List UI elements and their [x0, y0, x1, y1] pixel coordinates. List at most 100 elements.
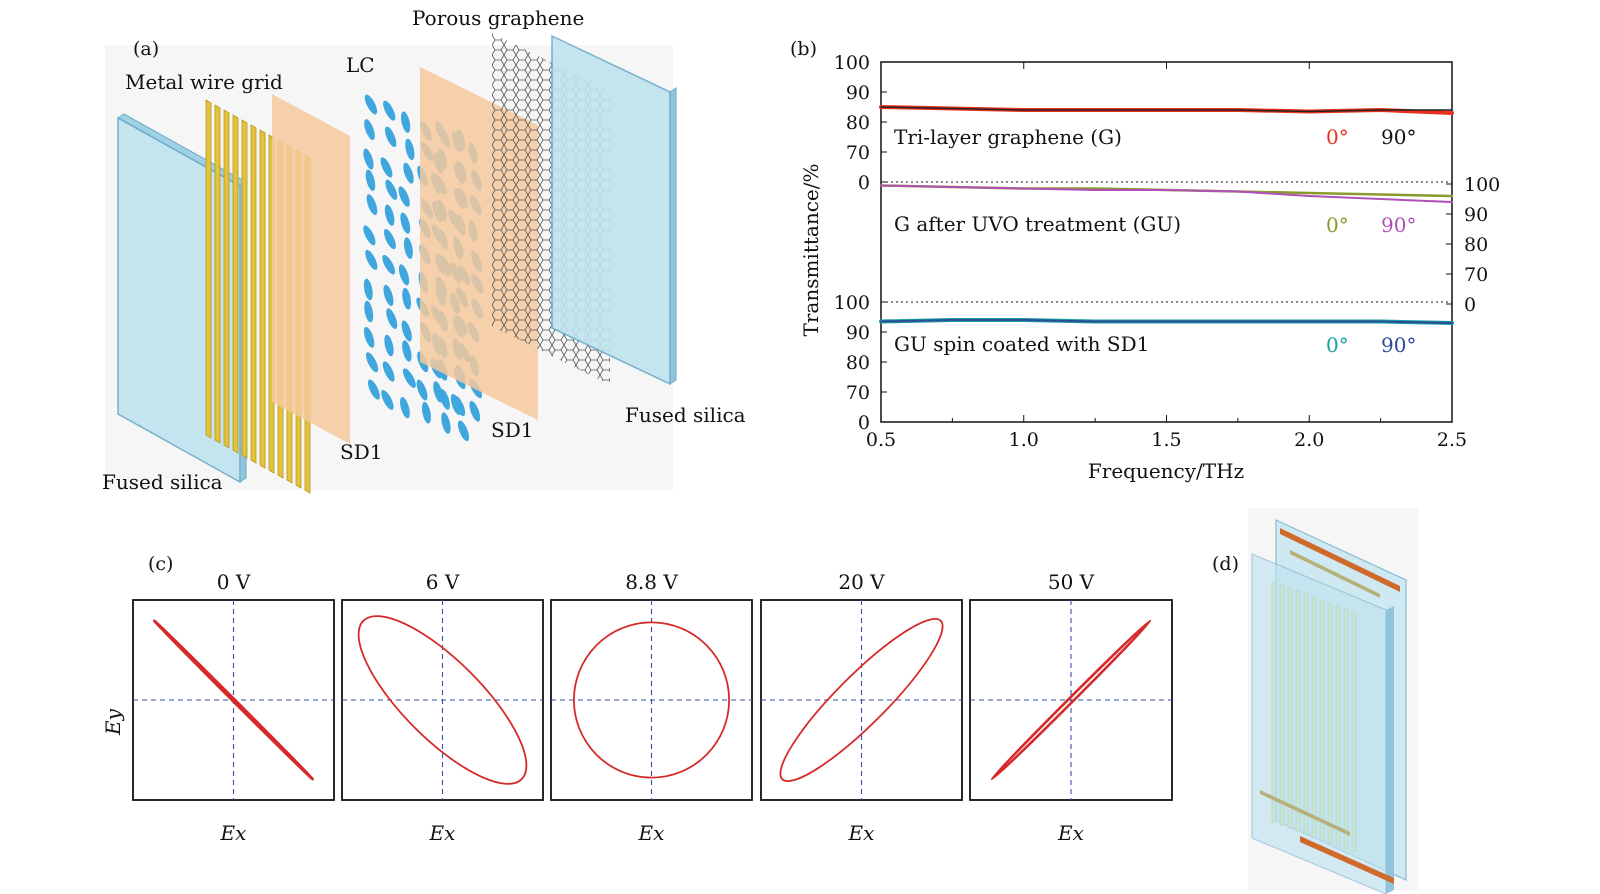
lc-molecule	[363, 148, 374, 170]
series-line-2-1	[880, 319, 1453, 324]
polarization-ellipse	[990, 619, 1152, 781]
ex-axis-label: Ex	[1057, 821, 1084, 845]
lc-molecule	[421, 401, 431, 424]
y-tick-label-bottom: 0	[858, 412, 870, 434]
fused-silica-right-label: Fused silica	[625, 403, 746, 427]
y-tick-label-bottom: 100	[834, 292, 870, 314]
panel-b-series	[879, 105, 1454, 325]
y-tick-label-bottom: 80	[846, 352, 870, 374]
x-tick-label: 1.5	[1151, 429, 1181, 451]
lc-molecule	[381, 390, 394, 410]
polarization-plots: 0 V Ex 6 V Ex 8.8 V Ex 20 V Ex 50 V Ex	[132, 570, 1173, 845]
group-gu-label: G after UVO treatment (GU)	[894, 212, 1181, 236]
voltage-label: 8.8 V	[625, 570, 678, 594]
lc-molecule	[363, 225, 376, 246]
panel-d: (d)	[1212, 508, 1418, 894]
lc-molecule	[400, 212, 411, 234]
polarization-ellipse	[779, 618, 944, 782]
x-tick-label: 0.5	[866, 429, 896, 451]
lc-molecule	[402, 340, 412, 362]
lc-molecule	[401, 320, 412, 342]
panel-b-plot-frame	[880, 61, 1453, 423]
y-axis-label: Transmittance/%	[799, 164, 823, 337]
panel-c-label: (c)	[148, 553, 173, 575]
lc-molecule	[450, 393, 462, 415]
lc-molecule	[363, 326, 375, 348]
series-line-1-1	[880, 184, 1453, 203]
legend-g-0deg: 0°	[1326, 125, 1349, 149]
lc-label: LC	[346, 53, 375, 77]
ey-axis-label: Ey	[101, 708, 125, 736]
y-tick-label-top: 90	[846, 82, 870, 104]
sd1-left-plate	[272, 94, 350, 444]
lc-molecule	[469, 400, 481, 422]
polarization-ellipse	[573, 621, 731, 779]
lc-molecule	[363, 278, 373, 301]
lc-molecule	[384, 126, 397, 148]
panel-b-ticks: 0.5 1.0 1.5 2.0 2.5 100 90 80 70 0 100 90 80 70 0 100 90…	[834, 52, 1501, 451]
ex-axis-label: Ex	[848, 821, 875, 845]
lc-molecule	[384, 334, 394, 357]
y-tick-label-right: 100	[1464, 174, 1500, 196]
legend-gu-90deg: 90°	[1381, 213, 1416, 237]
sd1-right-label: SD1	[491, 418, 533, 442]
electrode-strip-bottom-2	[1260, 790, 1350, 836]
lc-molecule	[364, 119, 375, 140]
lc-molecule	[365, 352, 379, 373]
electrode-strip-top-2	[1290, 550, 1380, 598]
lc-molecule	[364, 300, 374, 323]
panel-b-label: (b)	[790, 38, 817, 60]
lc-molecule	[385, 179, 398, 200]
y-tick-label-right: 90	[1464, 204, 1488, 226]
voltage-label: 0 V	[217, 570, 251, 594]
series-line-0-1	[880, 106, 1453, 113]
lc-molecule	[405, 138, 415, 161]
lc-molecule	[398, 264, 410, 286]
wire	[223, 109, 230, 449]
lc-molecule	[364, 94, 378, 115]
lc-molecule	[403, 162, 414, 184]
wire	[250, 124, 257, 464]
y-tick-label-right: 80	[1464, 234, 1488, 256]
lc-molecule	[416, 379, 428, 401]
panel-b: (b) 0.5 1.0 1.5 2.0 2.5 100 90 80 70 0 100 90 80 70 0 1…	[790, 38, 1500, 483]
sd1-left-label: SD1	[340, 440, 382, 464]
device-front-plate	[1251, 553, 1387, 894]
fused-silica-right-plate	[551, 34, 671, 386]
legend-sd1-0deg: 0°	[1326, 333, 1349, 357]
x-axis-label: Frequency/THz	[1088, 459, 1244, 483]
polarization-ellipse	[357, 615, 528, 785]
group-sd1-label: GU spin coated with SD1	[894, 332, 1149, 356]
lc-molecule	[382, 361, 395, 382]
lc-molecule	[400, 397, 410, 419]
y-tick-label-top: 70	[846, 142, 870, 164]
polarization-ellipse	[153, 619, 314, 781]
fused-silica-left-label: Fused silica	[102, 470, 223, 494]
porous-graphene-label: Porous graphene	[412, 6, 584, 30]
lc-molecule	[382, 254, 396, 275]
y-tick-label-bottom: 90	[846, 322, 870, 344]
lc-molecule	[402, 368, 416, 388]
y-tick-label-right: 0	[1464, 294, 1476, 316]
voltage-label: 6 V	[426, 570, 460, 594]
lc-molecule	[365, 249, 378, 270]
ex-axis-label: Ex	[638, 821, 665, 845]
lc-molecule	[457, 420, 470, 442]
lc-molecule	[383, 229, 396, 250]
x-tick-label: 1.0	[1009, 429, 1039, 451]
legend-gu-0deg: 0°	[1326, 213, 1349, 237]
wire	[241, 119, 248, 459]
panel-a: (a) Porous graphene Metal wire grid LC F…	[102, 6, 746, 494]
wire	[214, 104, 221, 444]
lc-molecule	[401, 111, 411, 133]
lc-molecule	[403, 237, 413, 259]
wire	[259, 129, 266, 469]
voltage-label: 50 V	[1048, 570, 1095, 594]
lc-molecule	[367, 379, 380, 400]
panel-c: (c) Ey 0 V Ex 6 V Ex 8.8 V Ex 20 V Ex 50 V Ex	[101, 553, 1173, 845]
lc-molecule	[380, 157, 393, 178]
panel-d-label: (d)	[1212, 553, 1239, 575]
electrode-strip-top	[1280, 528, 1400, 592]
lc-molecule	[433, 381, 443, 403]
